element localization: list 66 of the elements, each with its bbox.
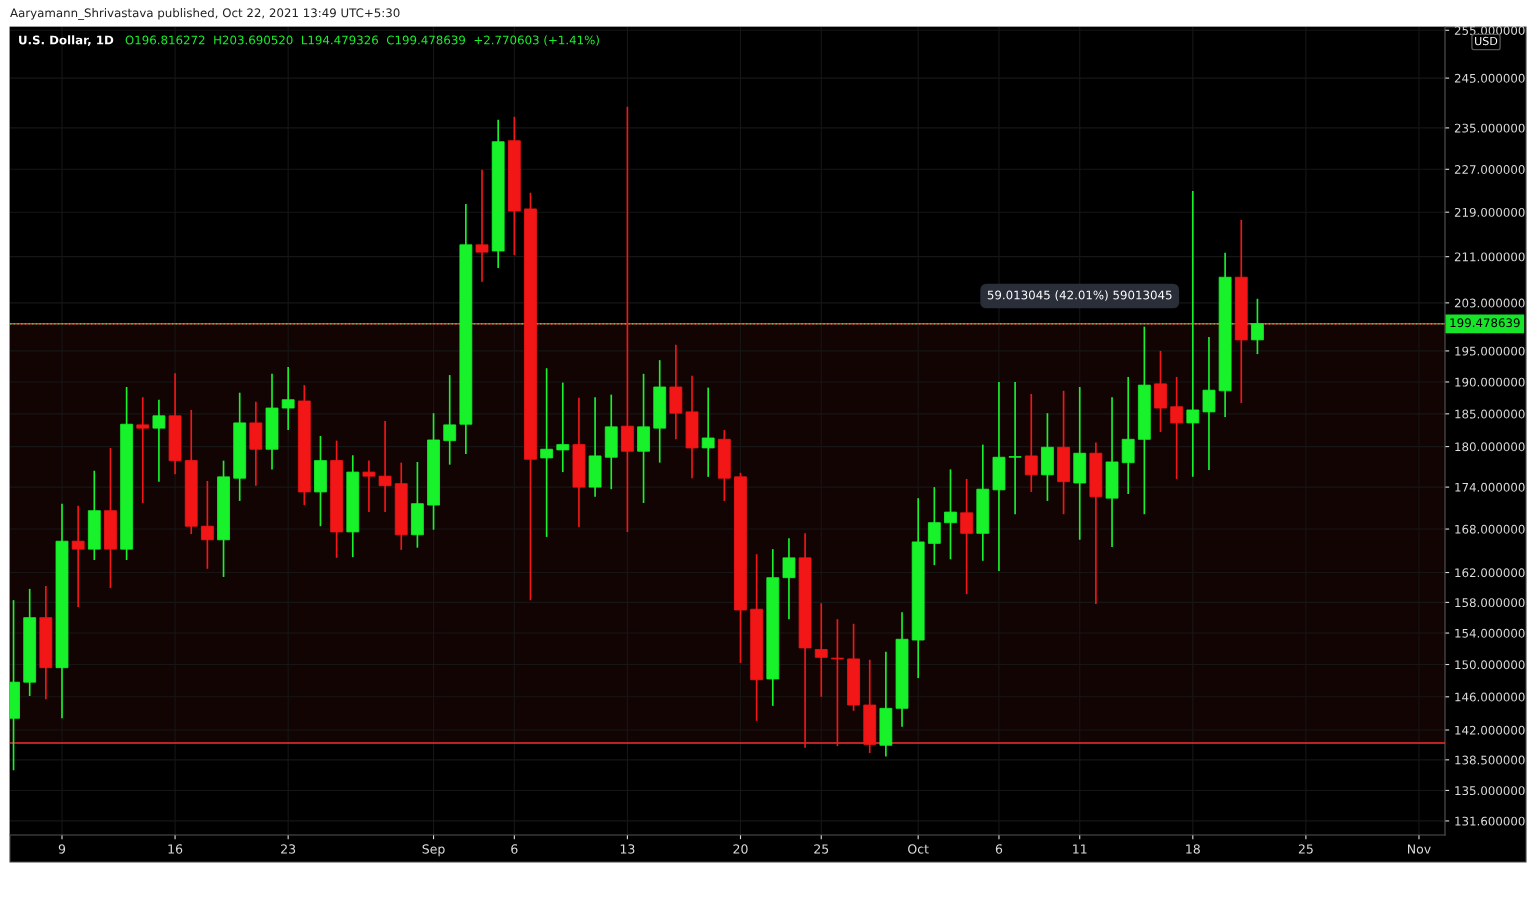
x-tick-label: 18 (1186, 844, 1200, 854)
x-tick-label: 25 (814, 844, 829, 854)
y-tick-label: 185.000000 (1455, 409, 1525, 419)
y-tick-label: 211.000000 (1454, 252, 1525, 262)
y-tick-label: 150.000000 (1455, 660, 1525, 670)
x-tick-label: 6 (511, 844, 518, 854)
y-tick-label: 162.000000 (1455, 568, 1525, 578)
y-tick-label: 146.000000 (1455, 692, 1525, 702)
candlestick (1121, 376, 1135, 495)
y-tick-label: 255.000000 (1454, 26, 1525, 35)
x-tick-label: 20 (733, 844, 748, 854)
y-tick-label: 135.000000 (1455, 786, 1525, 796)
ref-line-label: 199.478639 (1450, 318, 1520, 328)
y-tick-label: 219.000000 (1454, 207, 1525, 217)
annotation: O196.816272 H203.690520 L194.479326 C199.478639 +2.770603 (+1.41%) (125, 35, 599, 46)
x-tick-label: 23 (281, 844, 296, 854)
annotation: 59.013045 (42.01%) 59013045 (987, 290, 1172, 301)
text: Aaryamann_Shrivastava published, Oct 22, 2021 13:49 UTC+5:30 (10, 8, 400, 20)
candlestick (1024, 393, 1038, 493)
candlestick (1251, 297, 1264, 355)
candlestick (701, 386, 715, 478)
x-tick-label: 6 (995, 844, 1003, 854)
candlestick (443, 374, 457, 466)
candlestick (1170, 376, 1184, 480)
candlestick (927, 486, 941, 567)
x-tick-label: 25 (1298, 844, 1313, 854)
x-tick-label: 13 (620, 844, 635, 854)
candlestick (378, 420, 392, 513)
candlestick (152, 398, 166, 483)
x-tick-label: 11 (1073, 844, 1087, 854)
candlestick (960, 478, 974, 595)
candlestick (556, 381, 570, 473)
candlestick (782, 537, 796, 620)
candlestick (944, 468, 957, 561)
y-tick-label: 154.000000 (1455, 628, 1525, 638)
text: U.S. Dollar, 1D (19, 35, 114, 46)
y-tick-label: 174.000000 (1455, 482, 1525, 492)
candlestick (814, 602, 828, 698)
y-tick-label: 235.000000 (1454, 123, 1525, 133)
candlestick (1008, 381, 1022, 516)
candlestick (136, 396, 150, 504)
y-tick-label: 180.000000 (1455, 442, 1525, 452)
y-tick-label: 203.000000 (1454, 298, 1525, 308)
y-tick-label: 227.000000 (1454, 165, 1525, 174)
y-tick-label: 245.000000 (1454, 73, 1525, 83)
y-tick-label: 195.000000 (1455, 346, 1525, 356)
candlestick (1202, 336, 1216, 471)
y-tick-label: 158.000000 (1455, 598, 1525, 608)
candlestick (281, 366, 295, 431)
text: USD (1475, 36, 1498, 46)
y-tick-label: 168.000000 (1455, 524, 1525, 534)
y-tick-label: 190.000000 (1455, 377, 1525, 387)
x-tick-label: Nov (1408, 844, 1431, 854)
candlestick (362, 459, 376, 513)
x-tick-label: Sep (422, 844, 445, 857)
y-tick-label: 138.500000 (1455, 755, 1525, 765)
y-tick-label: 142.000000 (1455, 725, 1525, 735)
x-tick-label: 16 (168, 844, 183, 854)
y-tick-label: 131.600000 (1455, 816, 1525, 826)
candlestick (831, 618, 844, 747)
x-tick-label: 9 (58, 844, 66, 854)
candlestick (540, 367, 554, 538)
candlestick (475, 168, 489, 283)
candlestick (71, 504, 85, 608)
x-tick-label: Oct (908, 844, 929, 854)
candlestick (200, 480, 214, 570)
